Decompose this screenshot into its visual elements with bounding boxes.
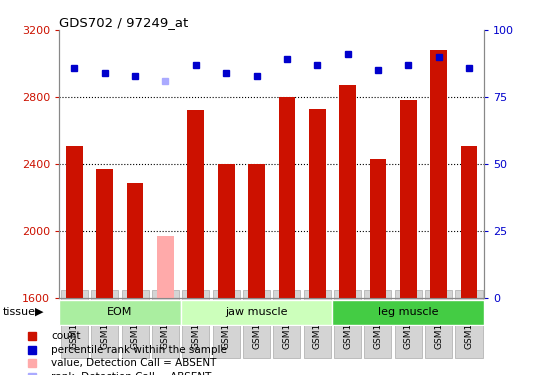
Bar	[461, 146, 477, 298]
Text: ▶: ▶	[35, 307, 44, 316]
Bar	[248, 164, 265, 298]
Bar	[430, 50, 447, 298]
Text: EOM: EOM	[107, 307, 132, 316]
Text: rank, Detection Call = ABSENT: rank, Detection Call = ABSENT	[51, 372, 211, 375]
Bar	[187, 110, 204, 298]
Text: leg muscle: leg muscle	[378, 307, 438, 316]
Bar	[370, 159, 386, 298]
Text: percentile rank within the sample: percentile rank within the sample	[51, 345, 227, 355]
Bar	[400, 100, 416, 298]
Text: tissue: tissue	[3, 307, 36, 316]
Text: count: count	[51, 331, 81, 341]
Bar	[218, 164, 235, 298]
Bar	[127, 183, 144, 298]
Bar	[279, 97, 295, 298]
Text: GDS702 / 97249_at: GDS702 / 97249_at	[59, 16, 188, 29]
Bar	[66, 146, 83, 298]
Bar	[309, 109, 325, 298]
Bar	[157, 236, 174, 298]
FancyBboxPatch shape	[332, 300, 484, 325]
FancyBboxPatch shape	[59, 300, 181, 325]
Bar	[96, 169, 113, 298]
Text: jaw muscle: jaw muscle	[225, 307, 288, 316]
FancyBboxPatch shape	[181, 300, 332, 325]
Text: value, Detection Call = ABSENT: value, Detection Call = ABSENT	[51, 358, 216, 368]
Bar	[339, 85, 356, 298]
